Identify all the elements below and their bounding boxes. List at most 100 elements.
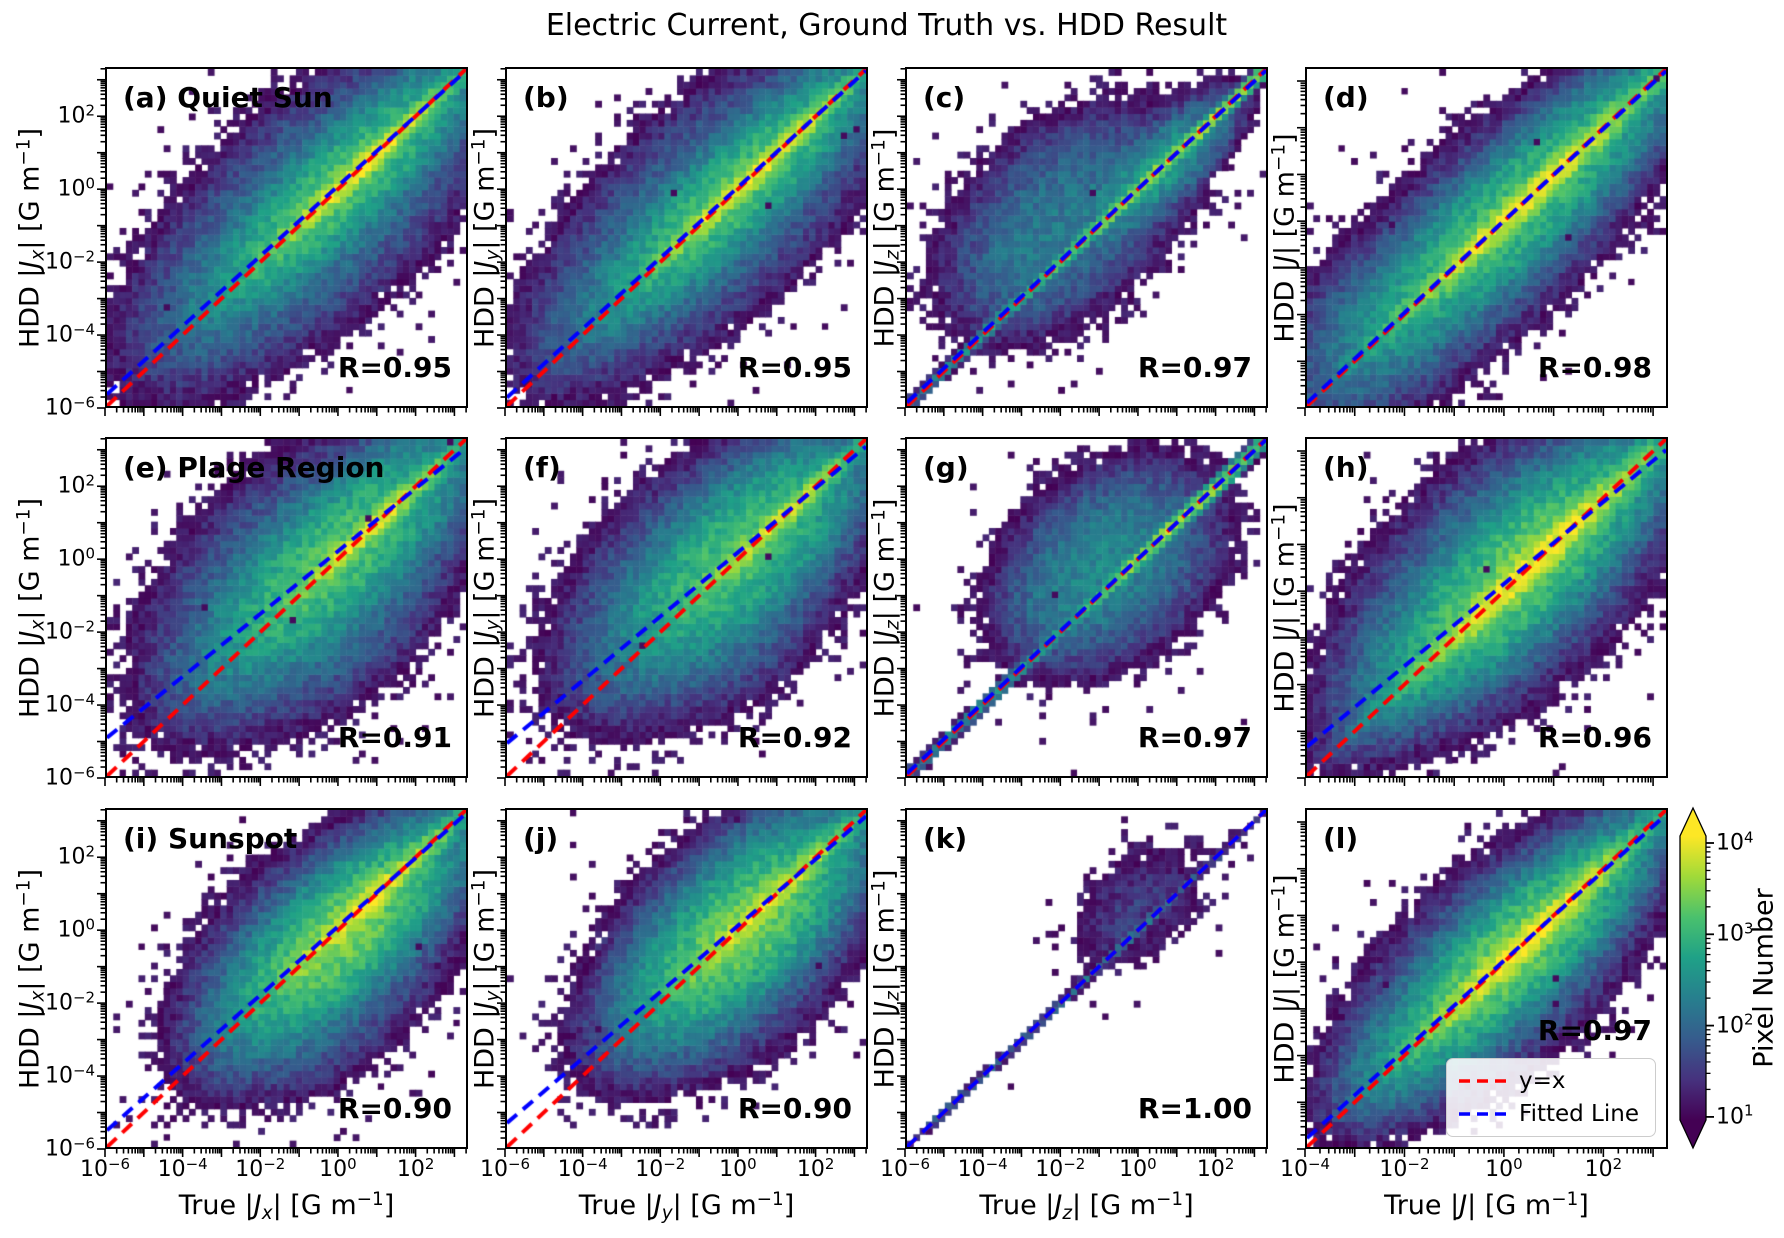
y-tick-label: 10−6 bbox=[44, 393, 95, 421]
y-axis-label-b: HDD |Jy| [G m−1] bbox=[468, 127, 504, 348]
y-tick-label: 100 bbox=[57, 915, 95, 943]
r-value-k: R=1.00 bbox=[1137, 1092, 1252, 1125]
colorbar-gradient bbox=[1679, 806, 1707, 1150]
y-tick-label: 10−4 bbox=[44, 1061, 95, 1089]
y-axis-label-a: HDD |Jx| [G m−1] bbox=[13, 127, 49, 348]
panel-label-i: (i) Sunspot bbox=[123, 822, 298, 855]
x-tick-label: 100 bbox=[319, 1154, 357, 1182]
y-axis-label-g: HDD |Jz| [G m−1] bbox=[868, 498, 904, 717]
panel-label-d: (d) bbox=[1323, 81, 1369, 114]
y-axis-label-d: HDD |J| [G m−1] bbox=[1268, 132, 1301, 343]
r-value-b: R=0.95 bbox=[737, 351, 852, 384]
panel-label-g: (g) bbox=[923, 451, 969, 484]
x-tick-label: 100 bbox=[1485, 1154, 1523, 1182]
x-tick-label: 100 bbox=[719, 1154, 757, 1182]
y-axis-label-c: HDD |Jz| [G m−1] bbox=[868, 128, 904, 347]
x-tick-label: 10−2 bbox=[635, 1154, 686, 1182]
panel-i: (i) Sunspot R=0.90 bbox=[97, 808, 468, 1157]
y-tick-label: 10−2 bbox=[44, 988, 95, 1016]
yx-line-sample bbox=[1459, 1079, 1508, 1083]
density-canvas-j bbox=[507, 810, 866, 1147]
y-tick-label: 10−2 bbox=[44, 247, 95, 275]
x-axis-label-l: True |J| [G m−1] bbox=[1384, 1188, 1589, 1221]
density-canvas-e bbox=[107, 439, 466, 776]
panel-g: (g) R=0.97 bbox=[897, 437, 1268, 786]
r-value-i: R=0.90 bbox=[337, 1092, 452, 1125]
r-value-l: R=0.97 bbox=[1537, 1014, 1652, 1047]
r-value-j: R=0.90 bbox=[737, 1092, 852, 1125]
panel-label-e: (e) Plage Region bbox=[123, 451, 385, 484]
y-tick-label: 102 bbox=[57, 842, 95, 870]
x-tick-label: 10−2 bbox=[1379, 1154, 1430, 1182]
legend-item-1: Fitted Line bbox=[1459, 1101, 1639, 1127]
fitted-line-sample bbox=[1459, 1112, 1508, 1116]
y-tick-label: 10−4 bbox=[44, 320, 95, 348]
y-tick-label: 102 bbox=[57, 101, 95, 129]
r-value-c: R=0.97 bbox=[1137, 351, 1252, 384]
density-canvas-b bbox=[507, 69, 866, 406]
r-value-d: R=0.98 bbox=[1537, 351, 1652, 384]
x-axis-label-j: True |Jy| [G m−1] bbox=[578, 1188, 795, 1225]
x-tick-label: 102 bbox=[796, 1154, 835, 1182]
r-value-h: R=0.96 bbox=[1537, 721, 1652, 754]
panel-label-j: (j) bbox=[523, 822, 559, 855]
y-axis-label-k: HDD |Jz| [G m−1] bbox=[868, 869, 904, 1088]
panel-label-l: (l) bbox=[1323, 822, 1359, 855]
x-tick-label: 10−6 bbox=[879, 1154, 931, 1182]
legend-label-1: Fitted Line bbox=[1519, 1101, 1639, 1127]
density-canvas-c bbox=[907, 69, 1266, 406]
colorbar-tick-label: 101 bbox=[1716, 1101, 1754, 1130]
colorbar-tick-label: 102 bbox=[1716, 1010, 1754, 1039]
x-tick-label: 102 bbox=[396, 1154, 435, 1182]
figure-title: Electric Current, Ground Truth vs. HDD R… bbox=[545, 8, 1228, 43]
y-tick-label: 10−6 bbox=[44, 1134, 95, 1162]
density-canvas-f bbox=[507, 439, 866, 776]
colorbar-tick-label: 104 bbox=[1716, 828, 1754, 856]
legend-label-0: y=x bbox=[1519, 1068, 1566, 1094]
y-tick-label: 10−4 bbox=[44, 690, 95, 718]
r-value-f: R=0.92 bbox=[737, 721, 852, 754]
x-tick-label: 10−4 bbox=[1279, 1154, 1331, 1182]
y-tick-label: 102 bbox=[57, 471, 95, 499]
y-axis-label-i: HDD |Jx| [G m−1] bbox=[13, 868, 49, 1089]
panel-label-k: (k) bbox=[923, 822, 968, 855]
x-axis-label-i: True |Jx| [G m−1] bbox=[178, 1188, 395, 1225]
y-axis-label-e: HDD |Jx| [G m−1] bbox=[13, 497, 49, 718]
x-tick-label: 100 bbox=[1119, 1154, 1157, 1182]
density-canvas-k bbox=[907, 810, 1266, 1147]
y-axis-label-f: HDD |Jy| [G m−1] bbox=[468, 497, 504, 718]
x-tick-label: 10−6 bbox=[79, 1154, 131, 1182]
colorbar-tick-label: 103 bbox=[1716, 919, 1754, 947]
panel-h: (h) R=0.96 bbox=[1297, 437, 1668, 786]
x-tick-label: 10−2 bbox=[1035, 1154, 1086, 1182]
colorbar-label: Pixel Number bbox=[1748, 888, 1780, 1068]
panel-k: (k) R=1.00 bbox=[897, 808, 1268, 1157]
y-tick-label: 10−6 bbox=[44, 763, 95, 791]
density-canvas-d bbox=[1307, 69, 1666, 406]
y-axis-label-l: HDD |J| [G m−1] bbox=[1268, 873, 1301, 1084]
r-value-e: R=0.91 bbox=[337, 721, 452, 754]
x-tick-label: 10−4 bbox=[557, 1154, 608, 1182]
panel-label-c: (c) bbox=[923, 81, 966, 114]
panel-label-f: (f) bbox=[523, 451, 561, 484]
panel-a: (a) Quiet Sun R=0.95 bbox=[97, 67, 468, 416]
panel-b: (b) R=0.95 bbox=[497, 67, 868, 416]
panel-label-h: (h) bbox=[1323, 451, 1369, 484]
density-canvas-g bbox=[907, 439, 1266, 776]
x-tick-label: 10−4 bbox=[957, 1154, 1008, 1182]
panel-f: (f) R=0.92 bbox=[497, 437, 868, 786]
density-canvas-i bbox=[107, 810, 466, 1147]
panel-e: (e) Plage Region R=0.91 bbox=[97, 437, 468, 786]
x-axis-label-k: True |Jz| [G m−1] bbox=[979, 1188, 1194, 1225]
x-tick-label: 10−2 bbox=[235, 1154, 286, 1182]
y-axis-label-h: HDD |J| [G m−1] bbox=[1268, 502, 1301, 713]
y-tick-label: 100 bbox=[57, 174, 95, 202]
colorbar bbox=[1679, 806, 1714, 1150]
panel-c: (c) R=0.97 bbox=[897, 67, 1268, 416]
y-tick-label: 10−2 bbox=[44, 617, 95, 645]
y-axis-label-j: HDD |Jy| [G m−1] bbox=[468, 868, 504, 1089]
y-tick-label: 100 bbox=[57, 544, 95, 572]
density-canvas-h bbox=[1307, 439, 1666, 776]
r-value-g: R=0.97 bbox=[1137, 721, 1252, 754]
